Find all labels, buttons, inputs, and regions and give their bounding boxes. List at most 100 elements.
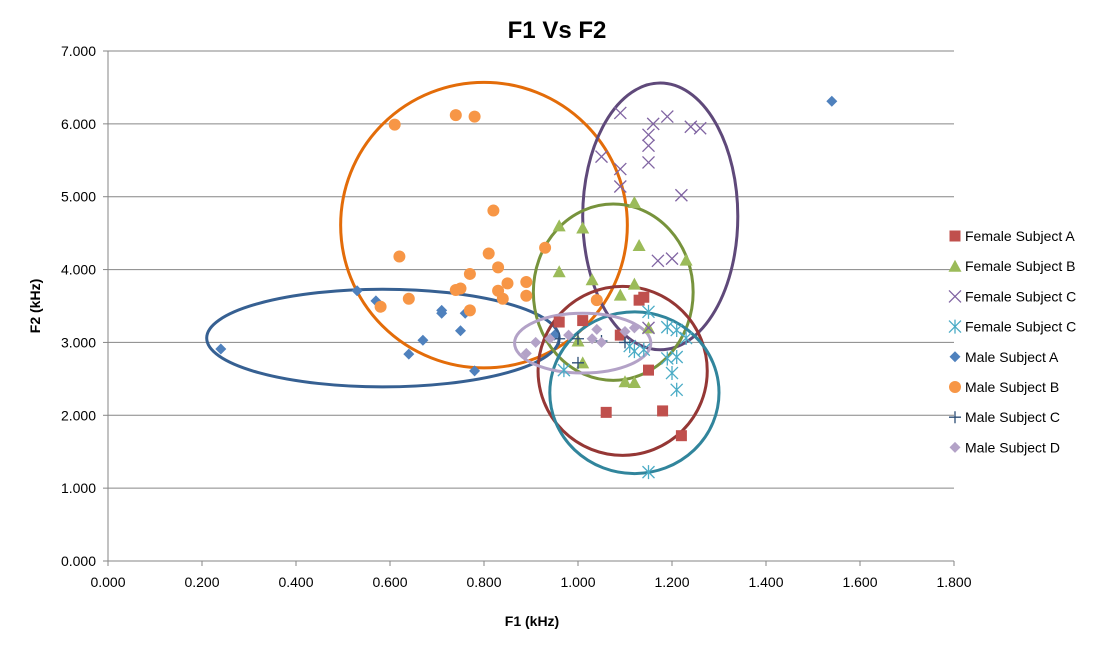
data-point <box>675 430 687 442</box>
x-tick-label: 0.600 <box>372 574 407 590</box>
data-point <box>553 316 565 328</box>
data-point <box>552 265 566 278</box>
data-point <box>643 364 654 376</box>
series-0 <box>553 291 687 442</box>
legend-item: Male Subject D <box>949 439 1060 455</box>
data-point <box>351 285 363 297</box>
data-point <box>665 252 679 266</box>
data-point <box>577 315 589 327</box>
data-point <box>657 405 669 417</box>
data-point <box>417 334 429 346</box>
y-tick-label: 3.000 <box>61 334 96 350</box>
data-point <box>403 348 415 360</box>
data-point <box>665 366 679 381</box>
x-axis-title: F1 (kHz) <box>505 613 559 629</box>
y-axis-title: F2 (kHz) <box>27 279 43 333</box>
legend-marker <box>949 381 961 393</box>
cluster-ellipse <box>531 202 695 382</box>
legend-label: Female Subject A <box>965 228 1075 244</box>
data-point <box>539 241 552 254</box>
y-tick-label: 5.000 <box>61 189 96 205</box>
y-tick-label: 0.000 <box>61 553 96 569</box>
data-point <box>632 239 646 252</box>
data-point <box>651 254 665 268</box>
legend-marker <box>949 351 961 363</box>
data-point <box>679 253 693 266</box>
data-point <box>468 110 481 123</box>
data-point <box>463 267 476 280</box>
x-tick-label: 0.800 <box>466 574 501 590</box>
data-point <box>613 162 627 176</box>
data-point <box>614 329 626 341</box>
data-point <box>627 376 641 388</box>
data-point <box>596 336 607 348</box>
legend: Female Subject A Female Subject B Female S… <box>948 228 1076 455</box>
series-3 <box>557 304 693 480</box>
x-tick-label: 0.000 <box>90 574 125 590</box>
data-point <box>393 250 406 263</box>
data-point <box>436 307 448 319</box>
cluster-ellipse <box>536 284 709 457</box>
y-tick-label: 7.000 <box>61 43 96 59</box>
legend-label: Male Subject C <box>965 409 1060 425</box>
data-point <box>520 289 533 302</box>
legend-item: Male Subject A <box>949 349 1059 365</box>
x-tick-label: 0.400 <box>278 574 313 590</box>
data-point <box>572 332 584 345</box>
data-point <box>638 291 650 303</box>
data-point <box>557 363 571 378</box>
x-tick-label: 1.200 <box>654 574 689 590</box>
data-point <box>572 356 584 369</box>
data-point <box>613 180 627 193</box>
legend-item: Female Subject A <box>949 228 1075 244</box>
data-point <box>496 292 509 305</box>
legend-item: Female Subject C <box>948 319 1076 335</box>
data-point <box>449 109 462 122</box>
data-point <box>530 336 542 348</box>
data-point <box>402 292 415 305</box>
data-point <box>487 204 500 217</box>
data-point <box>642 304 655 319</box>
series-5 <box>374 109 603 317</box>
x-tick-label: 0.200 <box>184 574 219 590</box>
data-point <box>660 351 674 366</box>
data-point <box>590 294 603 307</box>
x-tick-label: 1.400 <box>748 574 783 590</box>
data-point <box>455 325 466 337</box>
data-point <box>642 139 655 153</box>
data-point <box>627 277 641 290</box>
data-point <box>670 382 684 397</box>
series-7 <box>520 322 640 359</box>
legend-item: Male Subject B <box>949 379 1059 395</box>
legend-label: Female Subject C <box>965 288 1076 304</box>
data-point <box>454 282 467 295</box>
data-point <box>591 323 603 335</box>
data-point <box>674 188 688 202</box>
axes <box>103 50 955 566</box>
data-point <box>595 150 608 164</box>
data-point <box>642 321 655 335</box>
data-point <box>627 196 641 209</box>
data-point <box>374 300 387 313</box>
series-2 <box>595 106 707 335</box>
data-point <box>619 326 631 337</box>
data-point <box>660 110 674 124</box>
y-tick-label: 1.000 <box>61 480 96 496</box>
data-point <box>619 336 631 349</box>
data-point <box>660 320 674 335</box>
y-tick-label: 2.000 <box>61 407 96 423</box>
data-point <box>492 261 505 274</box>
cluster-ellipse <box>581 81 740 352</box>
y-tick-labels: 0.000 1.000 2.000 3.000 4.000 5.000 6.000 7.000 <box>61 43 96 569</box>
legend-label: Male Subject B <box>965 379 1059 395</box>
legend-marker <box>949 411 961 424</box>
data-point <box>520 275 533 288</box>
data-point <box>826 95 838 107</box>
data-point <box>544 333 556 345</box>
data-point <box>693 121 707 135</box>
legend-marker <box>949 230 961 242</box>
y-tick-label: 6.000 <box>61 116 96 132</box>
data-point <box>670 350 684 364</box>
legend-label: Female Subject B <box>965 258 1076 274</box>
